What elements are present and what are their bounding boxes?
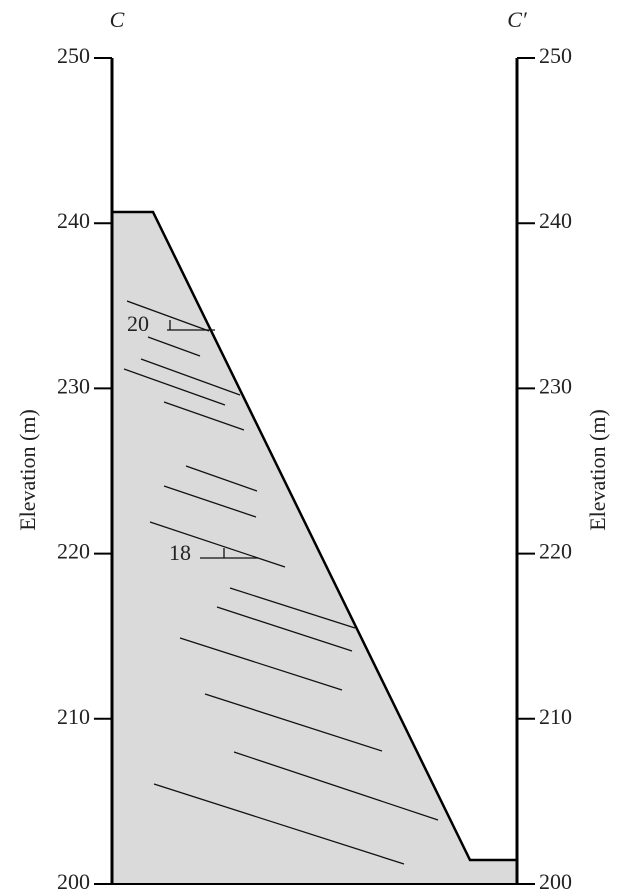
tick-label: 240 bbox=[57, 208, 90, 233]
tick-label: 200 bbox=[57, 869, 90, 894]
tick-label: 200 bbox=[539, 869, 572, 894]
tick-label: 210 bbox=[57, 704, 90, 729]
tick-label: 210 bbox=[539, 704, 572, 729]
tick-label: 250 bbox=[57, 43, 90, 68]
tick-label: 230 bbox=[539, 373, 572, 398]
tick-label: 220 bbox=[57, 539, 90, 564]
section-end-label: C bbox=[110, 7, 125, 32]
ground-surface bbox=[112, 210, 517, 862]
slope-fill bbox=[112, 212, 517, 884]
tick-label: 230 bbox=[57, 373, 90, 398]
tick-label: 240 bbox=[539, 208, 572, 233]
axis-title: Elevation (m) bbox=[585, 409, 610, 531]
tick-label: 250 bbox=[539, 43, 572, 68]
tick-label: 220 bbox=[539, 539, 572, 564]
dip-label: 20 bbox=[127, 311, 149, 336]
axis-title: Elevation (m) bbox=[15, 409, 40, 531]
section-end-label: C′ bbox=[507, 7, 528, 32]
bedding bbox=[123, 300, 439, 865]
dip-label: 18 bbox=[169, 540, 191, 565]
